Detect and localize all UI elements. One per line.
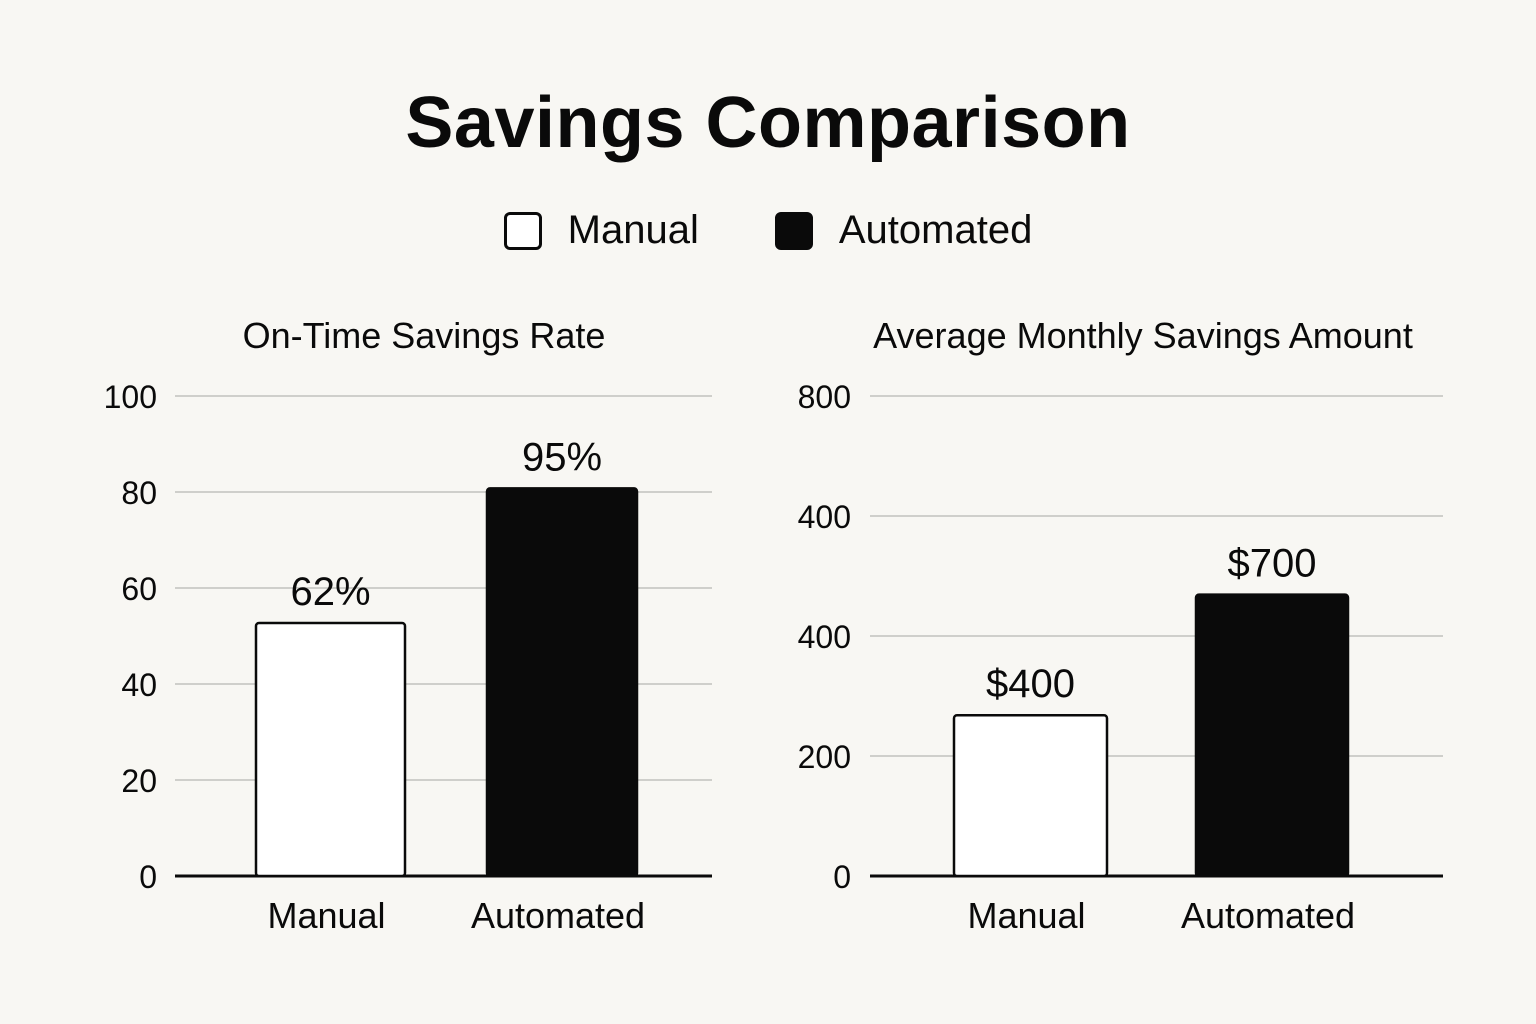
y-tick-label: 0 <box>139 859 157 895</box>
data-label: $700 <box>1228 542 1317 586</box>
y-tick-label: 20 <box>121 763 157 799</box>
chart-average-monthly-savings: Average Monthly Savings Amount 0 200 400 400… <box>798 315 1443 936</box>
bar-automated <box>1194 593 1350 878</box>
chart-on-time-savings-rate: On-Time Savings Rate 0 20 40 60 80 100 62% Manua… <box>104 315 712 936</box>
y-tick-label: 60 <box>121 571 157 607</box>
legend-swatch-manual <box>503 211 542 250</box>
x-tick-label: Manual <box>967 895 1085 936</box>
y-tick-label: 200 <box>798 739 851 775</box>
y-tick-label: 400 <box>798 499 851 535</box>
chart-title: Average Monthly Savings Amount <box>873 315 1413 356</box>
y-tick-label: 80 <box>121 475 157 511</box>
data-label: 95% <box>522 435 602 479</box>
legend-item-automated: Automated <box>774 208 1033 253</box>
y-tick-label: 400 <box>798 619 851 655</box>
y-tick-label: 40 <box>121 667 157 703</box>
page-title: Savings Comparison <box>405 83 1131 163</box>
y-tick-label: 100 <box>104 379 157 415</box>
y-tick-label: 800 <box>798 379 851 415</box>
x-tick-label: Manual <box>267 895 385 936</box>
legend-label-automated: Automated <box>838 208 1033 252</box>
data-label: $400 <box>986 662 1075 706</box>
x-tick-label: Automated <box>1181 895 1355 936</box>
legend: Manual Automated <box>0 208 1536 253</box>
chart-title: On-Time Savings Rate <box>243 315 606 356</box>
x-tick-label: Automated <box>471 895 645 936</box>
legend-label-manual: Manual <box>567 208 699 252</box>
legend-item-manual: Manual <box>503 208 699 253</box>
bar-manual <box>254 621 407 878</box>
y-tick-label: 0 <box>833 859 851 895</box>
bar-automated <box>485 487 639 878</box>
bar-manual <box>952 713 1109 878</box>
legend-swatch-automated <box>774 211 813 250</box>
data-label: 62% <box>290 570 370 614</box>
